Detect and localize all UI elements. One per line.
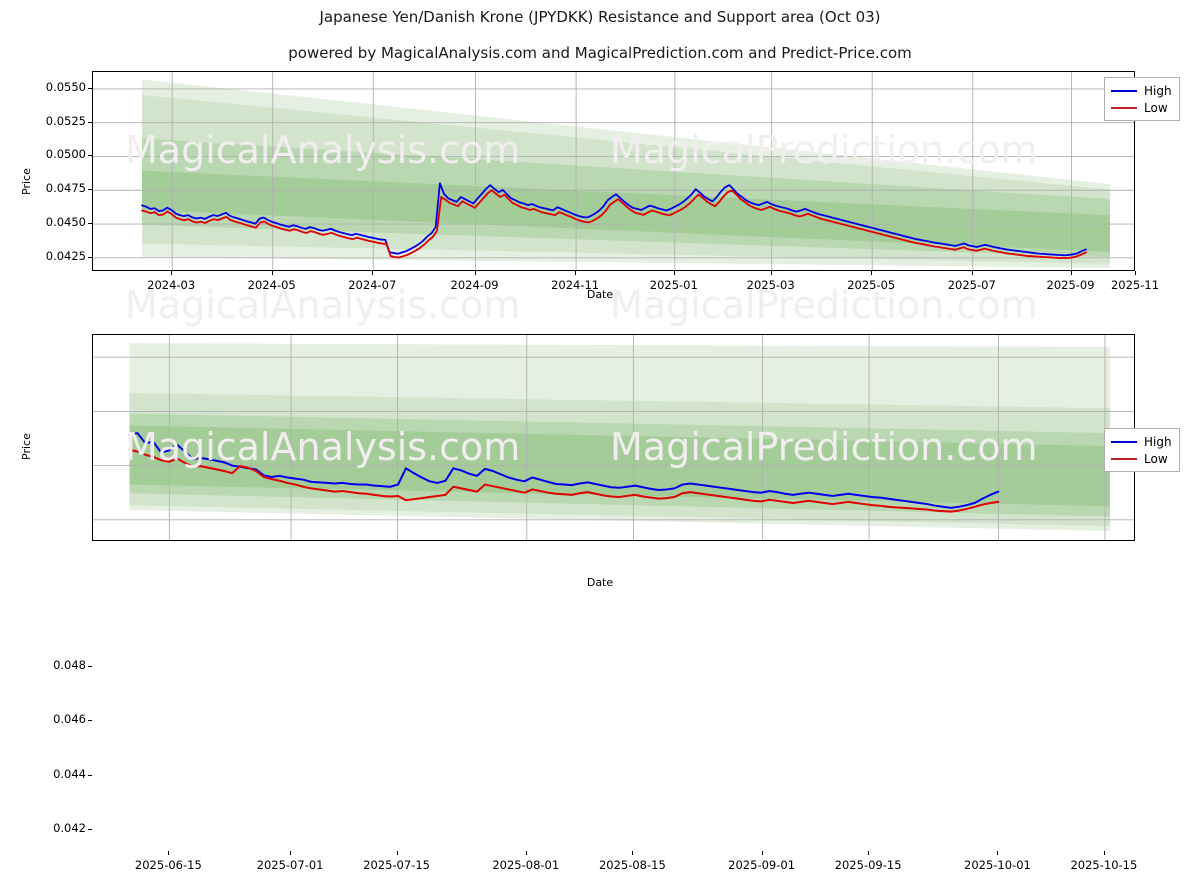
x-tick-label: 2025-07-15	[363, 858, 430, 872]
lower-legend: High Low	[1104, 428, 1180, 472]
legend-line-high-2	[1111, 440, 1137, 443]
x-tick-mark	[1070, 271, 1072, 275]
page-subtitle: powered by MagicalAnalysis.com and Magic…	[288, 44, 912, 62]
y-tick-label: 0.044	[53, 766, 86, 781]
x-tick-mark	[372, 271, 374, 275]
y-tick-label: 0.0550	[45, 79, 86, 94]
x-tick-label: 2024-03	[147, 278, 196, 292]
y-tick-label: 0.0475	[45, 181, 86, 196]
legend-label-low-2: Low	[1144, 451, 1168, 466]
legend-entry-low-2: Low	[1111, 450, 1172, 467]
x-tick-label: 2024-11	[551, 278, 600, 292]
x-tick-label: 2025-08-15	[598, 858, 666, 872]
x-tick-mark	[868, 851, 870, 855]
y-tick-label: 0.048	[53, 658, 86, 673]
x-tick-mark	[770, 271, 772, 275]
y-tick-mark	[88, 774, 92, 776]
legend-entry-high-2: High	[1111, 433, 1172, 450]
upper-legend: High Low	[1104, 77, 1180, 121]
legend-entry-high: High	[1111, 82, 1172, 99]
x-tick-label: 2025-01	[649, 278, 698, 292]
x-tick-label: 2025-03	[746, 278, 795, 292]
lower-chart-panel: Price 0.042 0.044 0.046 0.048 2025-06-15 202…	[0, 310, 1200, 872]
legend-label-low: Low	[1144, 100, 1168, 115]
y-tick-mark	[88, 121, 92, 123]
x-tick-mark	[474, 271, 476, 275]
x-tick-label: 2025-09-01	[728, 858, 796, 872]
y-tick-mark	[88, 189, 92, 191]
y-tick-label: 0.0525	[45, 113, 86, 128]
legend-label-high: High	[1144, 83, 1172, 98]
y-tick-mark	[88, 155, 92, 157]
x-tick-mark	[1103, 851, 1105, 855]
x-tick-label: 2024-07	[348, 278, 397, 292]
y-tick-mark	[88, 666, 92, 668]
lower-plot-area	[92, 334, 1135, 541]
x-tick-mark	[271, 271, 273, 275]
page-title: Japanese Yen/Danish Krone (JPYDKK) Resis…	[319, 8, 881, 26]
x-tick-mark	[761, 851, 763, 855]
legend-line-high	[1111, 89, 1137, 92]
x-tick-mark	[525, 851, 527, 855]
upper-x-axis-label: Date	[586, 288, 614, 301]
x-tick-mark	[396, 851, 398, 855]
x-tick-label: 2025-06-15	[134, 858, 202, 872]
y-tick-label: 0.0500	[45, 147, 86, 162]
x-tick-mark	[290, 851, 292, 855]
x-tick-label: 2025-08-01	[492, 858, 560, 872]
x-tick-label: 2025-07-01	[256, 858, 324, 872]
x-tick-label: 2025-07	[947, 278, 996, 292]
x-tick-label: 2025-10-01	[964, 858, 1031, 872]
y-tick-label: 0.046	[53, 712, 86, 727]
y-tick-label: 0.042	[53, 820, 86, 835]
x-tick-mark	[632, 851, 634, 855]
y-tick-label: 0.0425	[45, 248, 86, 263]
y-tick-mark	[88, 87, 92, 89]
upper-plot-area	[92, 71, 1135, 271]
upper-chart-panel: Price 0.0425 0.0450 0.0475 0.0500 0.0525 0.05…	[0, 0, 1200, 310]
lower-y-axis-label: Price	[20, 433, 33, 460]
y-tick-mark	[88, 828, 92, 830]
x-tick-mark	[171, 271, 173, 275]
y-tick-mark	[88, 720, 92, 722]
x-tick-label: 2025-05	[847, 278, 896, 292]
legend-line-low-2	[1111, 457, 1137, 460]
x-tick-mark	[168, 851, 170, 855]
x-tick-label: 2024-05	[247, 278, 296, 292]
x-tick-mark	[575, 271, 577, 275]
x-tick-mark	[871, 271, 873, 275]
x-tick-label: 2025-11	[1110, 278, 1160, 292]
upper-y-axis-label: Price	[20, 168, 33, 195]
x-tick-mark	[997, 851, 999, 855]
lower-x-axis-label: Date	[586, 576, 614, 589]
y-tick-mark	[88, 223, 92, 225]
x-tick-label: 2025-09-15	[834, 858, 902, 872]
legend-entry-low: Low	[1111, 99, 1172, 116]
y-tick-mark	[88, 256, 92, 258]
x-tick-label: 2025-09	[1046, 278, 1095, 292]
x-tick-mark	[1135, 271, 1136, 275]
legend-label-high-2: High	[1144, 434, 1172, 449]
x-tick-label: 2025-10-15	[1070, 858, 1138, 872]
x-tick-label: 2024-09	[450, 278, 499, 292]
legend-line-low	[1111, 106, 1137, 109]
x-tick-mark	[971, 271, 973, 275]
y-tick-label: 0.0450	[45, 215, 86, 230]
x-tick-mark	[673, 271, 675, 275]
